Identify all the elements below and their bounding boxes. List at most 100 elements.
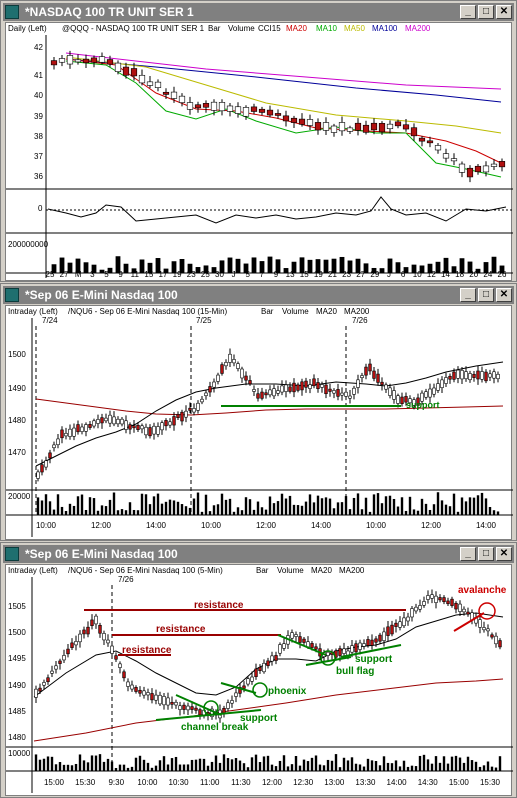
- candle: [78, 633, 82, 643]
- volume-bar: [334, 754, 338, 771]
- volume-bar: [362, 766, 366, 771]
- candle: [346, 127, 354, 132]
- volume-bar: [112, 492, 116, 515]
- volume-bar: [294, 756, 298, 771]
- candle: [82, 58, 90, 64]
- candle: [92, 420, 96, 427]
- volume-tick: 20000: [8, 492, 31, 501]
- candle: [34, 688, 38, 698]
- close-button[interactable]: ✕: [496, 288, 512, 302]
- x-tick-label: 30: [215, 270, 224, 278]
- volume-bar: [402, 760, 406, 771]
- volume-bar: [496, 511, 500, 515]
- candle: [182, 704, 186, 710]
- candle: [42, 682, 46, 686]
- maximize-button[interactable]: □: [478, 547, 494, 561]
- volume-bar: [99, 269, 105, 273]
- chart-type: Bar: [208, 24, 221, 33]
- volume-bar: [200, 511, 204, 515]
- volume-bar: [400, 497, 404, 515]
- title-bar[interactable]: *Sep 06 E-Mini Nasdaq 100 _ □ ✕: [3, 545, 514, 563]
- minimize-button[interactable]: _: [460, 547, 476, 561]
- candle: [476, 370, 480, 380]
- volume-bar: [139, 259, 145, 273]
- candle: [188, 407, 192, 411]
- chart-area[interactable]: Intraday (Left) /NQU6 - Sep 06 E-Mini Na…: [5, 305, 513, 540]
- volume-bar: [355, 258, 361, 273]
- volume-bar: [328, 498, 332, 515]
- candle: [142, 690, 146, 696]
- candle: [154, 81, 162, 88]
- minimize-button[interactable]: _: [460, 288, 476, 302]
- window-nq-15min[interactable]: *Sep 06 E-Mini Nasdaq 100 _ □ ✕ Intraday…: [0, 283, 517, 541]
- x-tick-label: 11: [131, 270, 140, 278]
- volume-bar: [418, 755, 422, 771]
- maximize-button[interactable]: □: [478, 288, 494, 302]
- volume-bar: [304, 501, 308, 515]
- volume-bar: [432, 504, 436, 515]
- candle: [394, 121, 402, 127]
- close-button[interactable]: ✕: [496, 547, 512, 561]
- volume-bar: [272, 503, 276, 515]
- title-bar[interactable]: *NASDAQ 100 TR UNIT SER 1 _ □ ✕: [3, 3, 514, 21]
- candle: [220, 364, 224, 374]
- candle: [162, 696, 166, 706]
- volume-bar: [259, 261, 265, 273]
- candle: [426, 595, 430, 600]
- volume-bar: [386, 762, 390, 771]
- candle: [122, 671, 126, 679]
- candle: [438, 597, 442, 601]
- volume-bar: [484, 498, 488, 515]
- candle: [382, 631, 386, 641]
- volume-bar: [38, 759, 42, 771]
- phoenix-annotation: phoenix: [268, 686, 307, 697]
- volume-bar: [163, 268, 169, 273]
- volume-bar: [211, 267, 217, 273]
- candle: [266, 660, 270, 667]
- volume-bar: [446, 763, 450, 771]
- close-button[interactable]: ✕: [496, 5, 512, 19]
- volume-bar: [482, 765, 486, 771]
- candle: [426, 140, 434, 144]
- window-nq-5min[interactable]: *Sep 06 E-Mini Nasdaq 100 _ □ ✕ Intraday…: [0, 542, 517, 798]
- maximize-button[interactable]: □: [478, 5, 494, 19]
- candle: [110, 645, 114, 654]
- title-bar[interactable]: *Sep 06 E-Mini Nasdaq 100 _ □ ✕: [3, 286, 514, 304]
- minimize-button[interactable]: _: [460, 5, 476, 19]
- candle: [104, 417, 108, 422]
- chart-symbol: @QQQ - NASDAQ 100 TR UNIT SER 1: [62, 24, 205, 33]
- candle: [264, 392, 268, 396]
- volume-bar: [307, 259, 313, 273]
- y-tick-1500: 1500: [8, 628, 26, 637]
- volume-bar: [126, 767, 130, 771]
- volume-bar: [91, 264, 97, 273]
- volume-bar: [318, 764, 322, 771]
- volume-bar: [230, 759, 234, 771]
- volume-bar: [147, 262, 153, 273]
- volume-bar: [358, 764, 362, 771]
- volume-bar: [142, 759, 146, 771]
- volume-bar: [56, 494, 60, 515]
- candle: [454, 602, 458, 610]
- volume-bar: [266, 755, 270, 771]
- volume-bar: [316, 495, 320, 515]
- volume-bar: [51, 264, 57, 273]
- volume-bar: [242, 763, 246, 771]
- volume-bar: [248, 499, 252, 515]
- candle: [198, 709, 202, 716]
- volume-bar: [171, 261, 177, 273]
- chart-area[interactable]: Intraday (Left) /NQU6 - Sep 06 E-Mini Na…: [5, 564, 513, 796]
- chart-area[interactable]: Daily (Left) @QQQ - NASDAQ 100 TR UNIT S…: [5, 22, 513, 281]
- volume-bar: [370, 760, 374, 771]
- candle: [450, 158, 458, 162]
- window-qqq-daily[interactable]: *NASDAQ 100 TR UNIT SER 1 _ □ ✕ Daily (L…: [0, 0, 517, 282]
- candle: [414, 606, 418, 612]
- volume-bar: [72, 505, 76, 515]
- x-tick-label: 14:00: [146, 521, 167, 530]
- volume-bar: [435, 261, 441, 273]
- candle: [180, 411, 184, 422]
- x-tick-label: 12: [427, 270, 436, 278]
- candle: [398, 621, 402, 628]
- candle: [106, 59, 114, 65]
- bull-flag-annotation: bull flag: [336, 666, 375, 677]
